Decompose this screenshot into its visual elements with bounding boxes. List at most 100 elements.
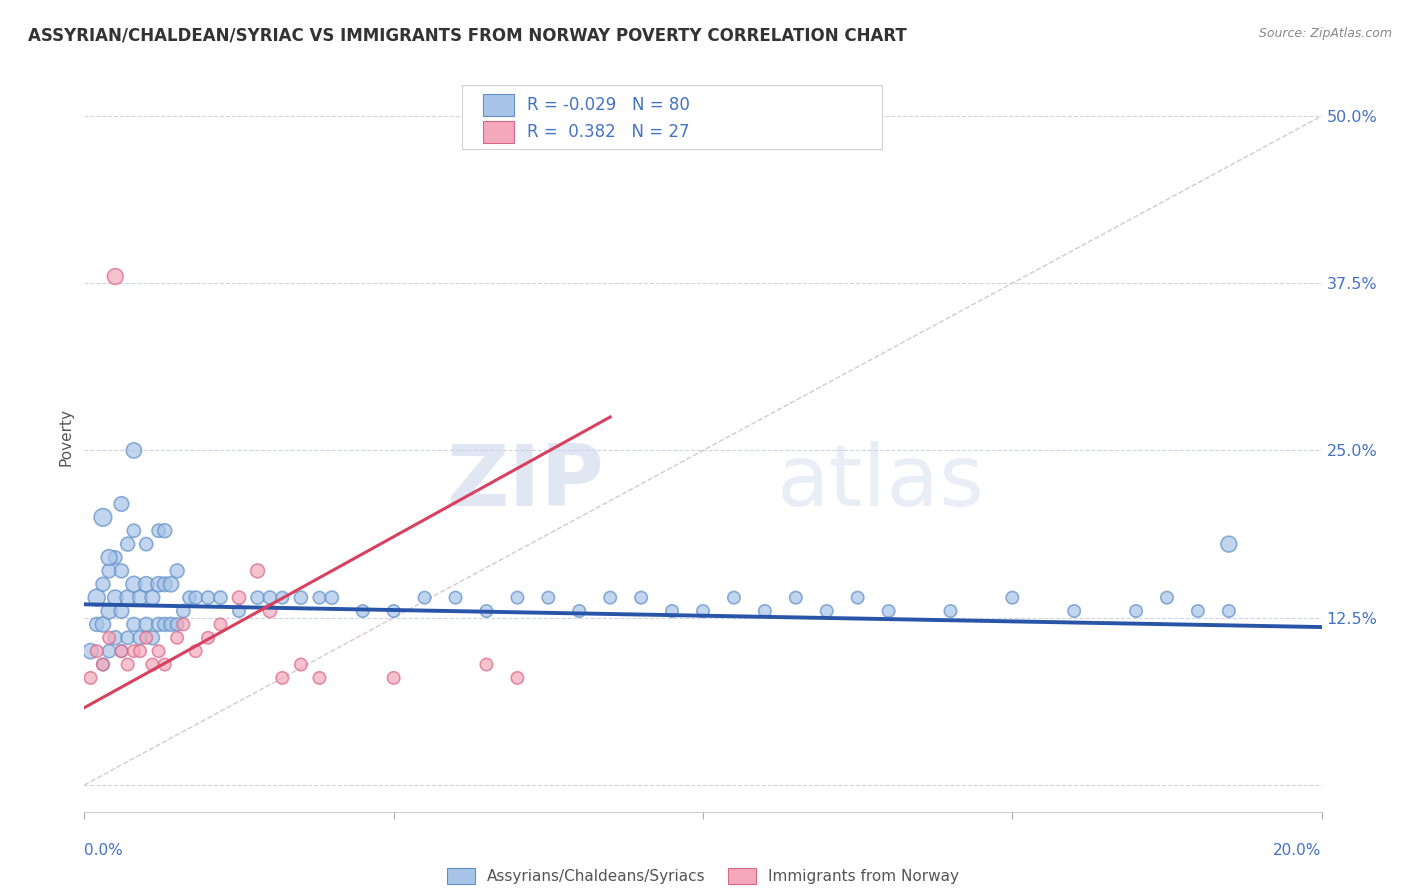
Point: [172, 604, 194, 618]
Point: [160, 577, 183, 591]
Point: [271, 671, 294, 685]
Point: [86, 617, 108, 632]
Point: [117, 591, 139, 605]
Legend: Assyrians/Chaldeans/Syriacs, Immigrants from Norway: Assyrians/Chaldeans/Syriacs, Immigrants …: [441, 862, 965, 890]
Point: [91, 510, 114, 524]
Point: [1218, 537, 1240, 551]
Point: [141, 591, 163, 605]
Text: ASSYRIAN/CHALDEAN/SYRIAC VS IMMIGRANTS FROM NORWAY POVERTY CORRELATION CHART: ASSYRIAN/CHALDEAN/SYRIAC VS IMMIGRANTS F…: [28, 27, 907, 45]
Point: [129, 591, 152, 605]
Point: [568, 604, 591, 618]
Point: [135, 577, 157, 591]
Point: [104, 269, 127, 284]
Point: [166, 617, 188, 632]
Text: ZIP: ZIP: [446, 441, 605, 524]
Point: [228, 604, 250, 618]
Text: R =  0.382   N = 27: R = 0.382 N = 27: [527, 123, 690, 141]
Point: [197, 631, 219, 645]
Point: [939, 604, 962, 618]
Point: [308, 671, 330, 685]
Point: [153, 524, 176, 538]
Point: [630, 591, 652, 605]
Point: [172, 617, 194, 632]
Point: [110, 497, 132, 511]
Text: atlas: atlas: [778, 441, 986, 524]
Point: [117, 631, 139, 645]
Point: [148, 644, 170, 658]
Point: [98, 644, 121, 658]
Point: [141, 631, 163, 645]
Point: [129, 644, 152, 658]
Point: [160, 617, 183, 632]
Point: [197, 591, 219, 605]
Point: [877, 604, 900, 618]
Point: [122, 644, 145, 658]
Point: [179, 591, 201, 605]
Point: [1218, 604, 1240, 618]
Point: [148, 577, 170, 591]
Point: [209, 617, 232, 632]
Point: [166, 564, 188, 578]
Point: [135, 631, 157, 645]
Point: [444, 591, 467, 605]
Point: [117, 657, 139, 672]
Point: [246, 564, 269, 578]
FancyBboxPatch shape: [482, 121, 513, 144]
Point: [259, 591, 281, 605]
Point: [259, 604, 281, 618]
Point: [1001, 591, 1024, 605]
Point: [209, 591, 232, 605]
Point: [228, 591, 250, 605]
Y-axis label: Poverty: Poverty: [58, 408, 73, 467]
Point: [117, 537, 139, 551]
Point: [184, 591, 207, 605]
Point: [506, 591, 529, 605]
Point: [98, 550, 121, 565]
Point: [110, 644, 132, 658]
Point: [153, 577, 176, 591]
Point: [98, 564, 121, 578]
Point: [475, 657, 498, 672]
Point: [475, 604, 498, 618]
Point: [815, 604, 838, 618]
Point: [98, 631, 121, 645]
Point: [661, 604, 683, 618]
Point: [110, 564, 132, 578]
Point: [148, 524, 170, 538]
Point: [754, 604, 776, 618]
Point: [723, 591, 745, 605]
Point: [537, 591, 560, 605]
Point: [79, 671, 101, 685]
Point: [91, 577, 114, 591]
Point: [91, 617, 114, 632]
Point: [599, 591, 621, 605]
Point: [153, 657, 176, 672]
Point: [1187, 604, 1209, 618]
Point: [86, 591, 108, 605]
Point: [91, 657, 114, 672]
Point: [153, 617, 176, 632]
Point: [79, 644, 101, 658]
Point: [104, 591, 127, 605]
Point: [290, 657, 312, 672]
Point: [271, 591, 294, 605]
Point: [166, 631, 188, 645]
Point: [122, 577, 145, 591]
Point: [104, 550, 127, 565]
Point: [129, 631, 152, 645]
Point: [135, 617, 157, 632]
Point: [1063, 604, 1085, 618]
Point: [110, 644, 132, 658]
Point: [148, 617, 170, 632]
Text: 20.0%: 20.0%: [1274, 843, 1322, 858]
Point: [122, 617, 145, 632]
Point: [104, 631, 127, 645]
Text: Source: ZipAtlas.com: Source: ZipAtlas.com: [1258, 27, 1392, 40]
Point: [122, 524, 145, 538]
FancyBboxPatch shape: [461, 85, 883, 149]
Point: [785, 591, 807, 605]
Point: [382, 671, 405, 685]
Point: [184, 644, 207, 658]
Point: [692, 604, 714, 618]
Point: [91, 657, 114, 672]
